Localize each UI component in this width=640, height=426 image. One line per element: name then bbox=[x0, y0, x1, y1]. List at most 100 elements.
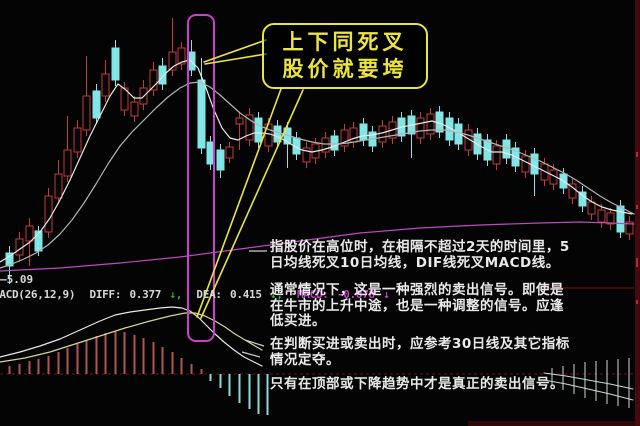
note-leader-mark bbox=[244, 339, 265, 347]
candle-body-up bbox=[540, 163, 549, 181]
candle-body-up bbox=[464, 129, 473, 151]
candle-body-up bbox=[82, 95, 91, 131]
macd-bar-down bbox=[266, 374, 269, 415]
candle-body-up bbox=[73, 127, 82, 153]
candle-body-up bbox=[44, 195, 53, 233]
dea-label: DEA: bbox=[196, 288, 222, 301]
ma-line-ma10 bbox=[0, 81, 635, 269]
candle-body-up bbox=[168, 51, 177, 71]
macd-bar-down bbox=[209, 374, 212, 381]
macd-bar-up bbox=[133, 335, 136, 374]
highlight-rect bbox=[187, 14, 215, 342]
candle-body-up bbox=[149, 69, 158, 91]
note-block-2: 通常情况下，这是一种强烈的卖出信号。即使是 在牛市的上升中途，也是一种调整的信号… bbox=[270, 282, 564, 330]
dea-line bbox=[0, 312, 263, 363]
callout-line-1: 上下同死叉 bbox=[282, 30, 408, 54]
price-axis-label: —5.09 bbox=[0, 273, 34, 286]
indicator-name: MACD(26,12,9) bbox=[0, 288, 76, 301]
dif-line bbox=[0, 306, 263, 367]
macd-down-arrow-icon: ↓ bbox=[383, 288, 390, 301]
candle-body-down bbox=[254, 117, 263, 143]
macd-bar-up bbox=[200, 369, 203, 374]
note-line: 通常情况下，这是一种强烈的卖出信号。即使是 bbox=[270, 282, 564, 298]
candle-body-down bbox=[111, 47, 120, 81]
macd-bar-up bbox=[114, 331, 117, 374]
macd-bar-up bbox=[18, 364, 21, 374]
macd-bar-up bbox=[104, 333, 107, 374]
candle-body-up bbox=[25, 225, 34, 242]
candle-body-down bbox=[616, 205, 625, 233]
candle-body-down bbox=[158, 65, 167, 85]
candle-body-up bbox=[426, 113, 435, 135]
callout-pointer-line bbox=[196, 88, 282, 318]
candle-body-down bbox=[578, 191, 587, 207]
frame-strip bbox=[468, 421, 635, 426]
note-line: 指股价在高位时，在相隔不超过2天的时间里，5 bbox=[270, 239, 570, 255]
candle-body-up bbox=[63, 149, 72, 177]
macd-bar-up bbox=[66, 348, 69, 374]
note-line: 低买进。 bbox=[270, 313, 326, 329]
candle-body-up bbox=[625, 221, 634, 235]
candle-body-up bbox=[321, 137, 330, 153]
candle-body-down bbox=[206, 141, 215, 165]
macd-bar-up bbox=[8, 366, 11, 374]
macd-bar-down bbox=[257, 374, 260, 414]
macd-bar-up bbox=[85, 340, 88, 374]
note-leader-mark bbox=[241, 351, 261, 358]
ma-line-ma5 bbox=[0, 59, 633, 263]
candle-body-up bbox=[54, 173, 63, 199]
diff-down-arrow-icon: ↓, bbox=[169, 288, 183, 301]
candle-body-up bbox=[416, 117, 425, 139]
candle-body-up bbox=[120, 87, 129, 111]
candle-body-up bbox=[521, 155, 530, 173]
frame-strip bbox=[635, 0, 640, 426]
frame-strip bbox=[636, 258, 638, 267]
macd-bar-down bbox=[228, 374, 231, 396]
candle-body-up bbox=[587, 201, 596, 215]
candle-body-up bbox=[245, 114, 254, 141]
candle-body-up bbox=[568, 183, 577, 199]
dea-value: 0.415 bbox=[230, 288, 262, 301]
candle-body-up bbox=[101, 73, 110, 97]
note-line: 只有在顶部或下降趋势中才是真正的卖出信号。 bbox=[270, 376, 564, 392]
frame-strip bbox=[636, 205, 638, 209]
candle-body-up bbox=[235, 117, 244, 125]
candle-body-down bbox=[273, 125, 282, 143]
note-block-1: 指股价在高位时，在相隔不超过2天的时间里，5 日均线死叉10日均线，DIF线死叉… bbox=[270, 239, 570, 271]
macd-bar-up bbox=[180, 358, 183, 374]
dea-down-arrow-icon: ↓, bbox=[270, 288, 283, 301]
frame-strip bbox=[636, 152, 638, 157]
macd-bar-up bbox=[171, 352, 174, 374]
callout-pointer-line bbox=[204, 53, 267, 65]
candle-body-down bbox=[359, 123, 368, 141]
macd-bar-up bbox=[152, 342, 155, 374]
death-cross-callout: 上下同死叉 股价就要垮 bbox=[262, 23, 428, 89]
note-line: 情况定夺。 bbox=[270, 351, 340, 368]
macd-bar-up bbox=[161, 347, 164, 374]
candle-body-down bbox=[5, 252, 14, 267]
candle-body-up bbox=[130, 101, 139, 117]
callout-pointer-line bbox=[203, 39, 267, 63]
macd-bar-up bbox=[76, 344, 79, 374]
note-line: 在牛市的上升中途，也是一种调整的信号。应逢 bbox=[270, 297, 564, 314]
diff-label: DIFF: bbox=[89, 288, 122, 301]
note-line: 日均线死叉10日均线，DIF线死叉MACD线。 bbox=[270, 254, 560, 271]
macd-bar-up bbox=[190, 364, 193, 374]
candle-body-up bbox=[177, 47, 186, 65]
macd-label: MACD: bbox=[296, 288, 329, 301]
macd-bar-up bbox=[28, 361, 31, 374]
ma-line-ma30 bbox=[0, 221, 635, 272]
macd-bar-down bbox=[219, 374, 222, 388]
candle-body-up bbox=[302, 147, 311, 163]
candle-body-up bbox=[597, 209, 606, 223]
candle-body-up bbox=[492, 145, 501, 165]
macd-indicator-bar: MACD(26,12,9) DIFF: 0.377 ↓, DEA: 0.415 … bbox=[0, 288, 392, 301]
macd-remnant-curve bbox=[543, 372, 634, 390]
candle-body-down bbox=[197, 79, 206, 149]
candle-body-down bbox=[216, 149, 225, 171]
frame-strip bbox=[636, 300, 638, 304]
macd-value: -0.078 bbox=[336, 288, 375, 301]
note-block-3: 在判断买进或卖出时，应参考30日线及其它指标 情况定夺。 bbox=[270, 336, 570, 368]
candle-body-up bbox=[225, 146, 234, 159]
